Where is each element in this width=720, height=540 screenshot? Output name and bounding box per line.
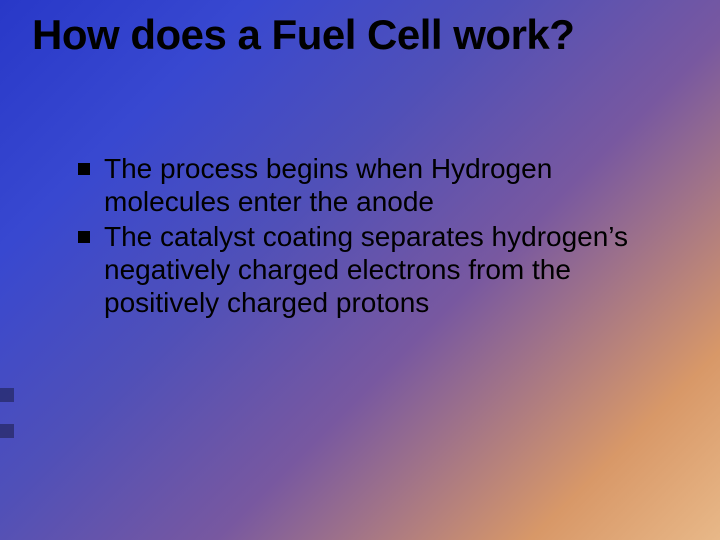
left-edge-marker-icon <box>0 388 14 402</box>
bullet-square-icon <box>78 163 90 175</box>
slide: How does a Fuel Cell work? The process b… <box>0 0 720 540</box>
bullet-square-icon <box>78 231 90 243</box>
bullet-text: The catalyst coating separates hydrogen’… <box>104 220 640 319</box>
bullet-text: The process begins when Hydrogen molecul… <box>104 152 640 218</box>
slide-title: How does a Fuel Cell work? <box>32 12 680 58</box>
left-edge-marker-icon <box>0 424 14 438</box>
list-item: The catalyst coating separates hydrogen’… <box>78 220 640 319</box>
bullet-list: The process begins when Hydrogen molecul… <box>78 152 640 321</box>
list-item: The process begins when Hydrogen molecul… <box>78 152 640 218</box>
